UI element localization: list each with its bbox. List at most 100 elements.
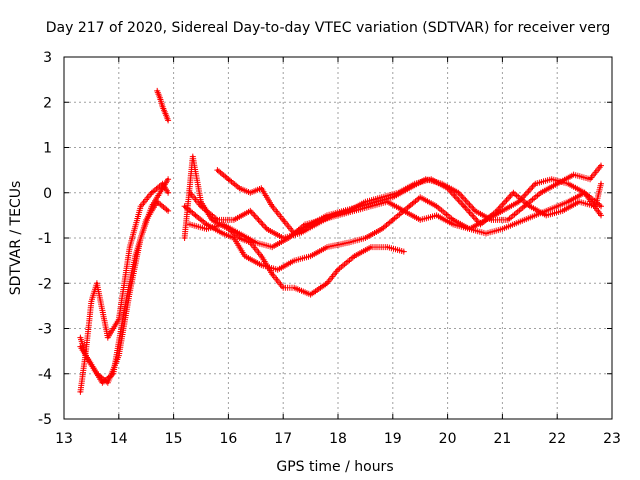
series-track-4 (154, 87, 172, 124)
data-point (232, 236, 236, 240)
series-track-5 (181, 153, 407, 298)
series-track-9 (187, 176, 604, 251)
y-axis-label: SDTVAR / TECUs (8, 181, 24, 296)
data-point (155, 200, 159, 203)
data-point (429, 177, 433, 181)
data-point (166, 209, 170, 213)
data-point (265, 227, 268, 231)
data-point (260, 263, 263, 267)
y-tick-label: -2 (38, 276, 52, 292)
data-point (216, 168, 219, 172)
data-point (353, 209, 356, 213)
data-point (309, 254, 312, 258)
data-point (292, 286, 296, 289)
y-tick-label: 1 (43, 141, 52, 157)
data-point (298, 232, 301, 235)
data-point (134, 254, 137, 258)
series-markers (214, 162, 604, 237)
data-point (161, 187, 164, 190)
data-point (594, 205, 597, 208)
data-point (572, 173, 575, 176)
data-point (506, 218, 510, 222)
data-point (402, 209, 405, 213)
data-point (369, 205, 373, 208)
data-point (336, 268, 340, 271)
data-point (221, 223, 225, 226)
data-point (183, 205, 186, 208)
data-point (249, 209, 252, 213)
y-axis-ticks: 3 2 1 0 -1 -2 -3 -4 -5 (38, 50, 612, 428)
data-point (90, 300, 93, 303)
data-point (260, 254, 263, 258)
data-point (90, 363, 93, 366)
data-point (402, 250, 405, 253)
series-track-6 (181, 189, 604, 273)
data-point (150, 191, 153, 194)
data-point (145, 218, 148, 222)
data-point (347, 241, 351, 244)
data-point (599, 182, 603, 185)
data-point (243, 254, 247, 258)
data-point (408, 205, 411, 208)
data-point (534, 182, 537, 185)
data-point (232, 218, 236, 222)
data-point (79, 336, 82, 339)
series-track-8 (187, 176, 604, 241)
data-point (249, 241, 252, 244)
data-point (364, 200, 367, 203)
data-series (77, 87, 604, 395)
data-point (249, 191, 252, 194)
data-point (550, 177, 553, 181)
data-point (435, 205, 438, 208)
data-point (271, 205, 274, 208)
data-point (260, 187, 263, 190)
data-point (386, 245, 389, 249)
data-point (523, 218, 526, 222)
chart-title: Day 217 of 2020, Sidereal Day-to-day VTE… (46, 20, 611, 36)
y-tick-label: -5 (38, 412, 52, 428)
x-tick-label: 19 (384, 431, 402, 447)
data-point (112, 372, 115, 375)
data-point (205, 223, 208, 226)
data-point (227, 177, 230, 181)
x-tick-label: 22 (548, 431, 566, 447)
data-point (320, 218, 323, 222)
x-tick-label: 18 (329, 431, 347, 447)
x-tick-label: 21 (493, 431, 511, 447)
x-axis-ticks: 13 14 15 16 17 18 19 20 21 22 23 (55, 57, 621, 447)
data-point (583, 191, 586, 194)
data-point (271, 245, 274, 249)
x-axis-label: GPS time / hours (276, 459, 393, 475)
data-point (106, 381, 110, 384)
data-point (128, 245, 131, 249)
data-point (577, 200, 581, 203)
data-point (254, 241, 257, 244)
data-point (188, 223, 192, 226)
data-point (364, 236, 367, 240)
data-point (276, 268, 279, 271)
data-point (158, 96, 162, 99)
data-point (539, 191, 542, 194)
data-point (282, 218, 285, 222)
data-point (419, 196, 422, 199)
data-point (166, 177, 170, 181)
data-point (210, 218, 214, 222)
data-point (325, 282, 329, 285)
y-tick-label: -1 (38, 231, 52, 247)
data-point (161, 105, 164, 108)
data-point (588, 177, 592, 181)
data-point (523, 205, 526, 208)
y-tick-label: 2 (43, 95, 52, 111)
data-point (292, 259, 296, 262)
data-point (166, 119, 170, 122)
data-point (599, 164, 603, 167)
data-point (101, 381, 104, 384)
data-point (369, 245, 373, 249)
data-point (501, 227, 504, 231)
data-point (566, 200, 570, 203)
data-point (599, 205, 603, 208)
data-point (205, 227, 208, 231)
data-point (117, 318, 121, 321)
y-tick-label: 3 (43, 50, 52, 66)
data-point (484, 232, 488, 235)
